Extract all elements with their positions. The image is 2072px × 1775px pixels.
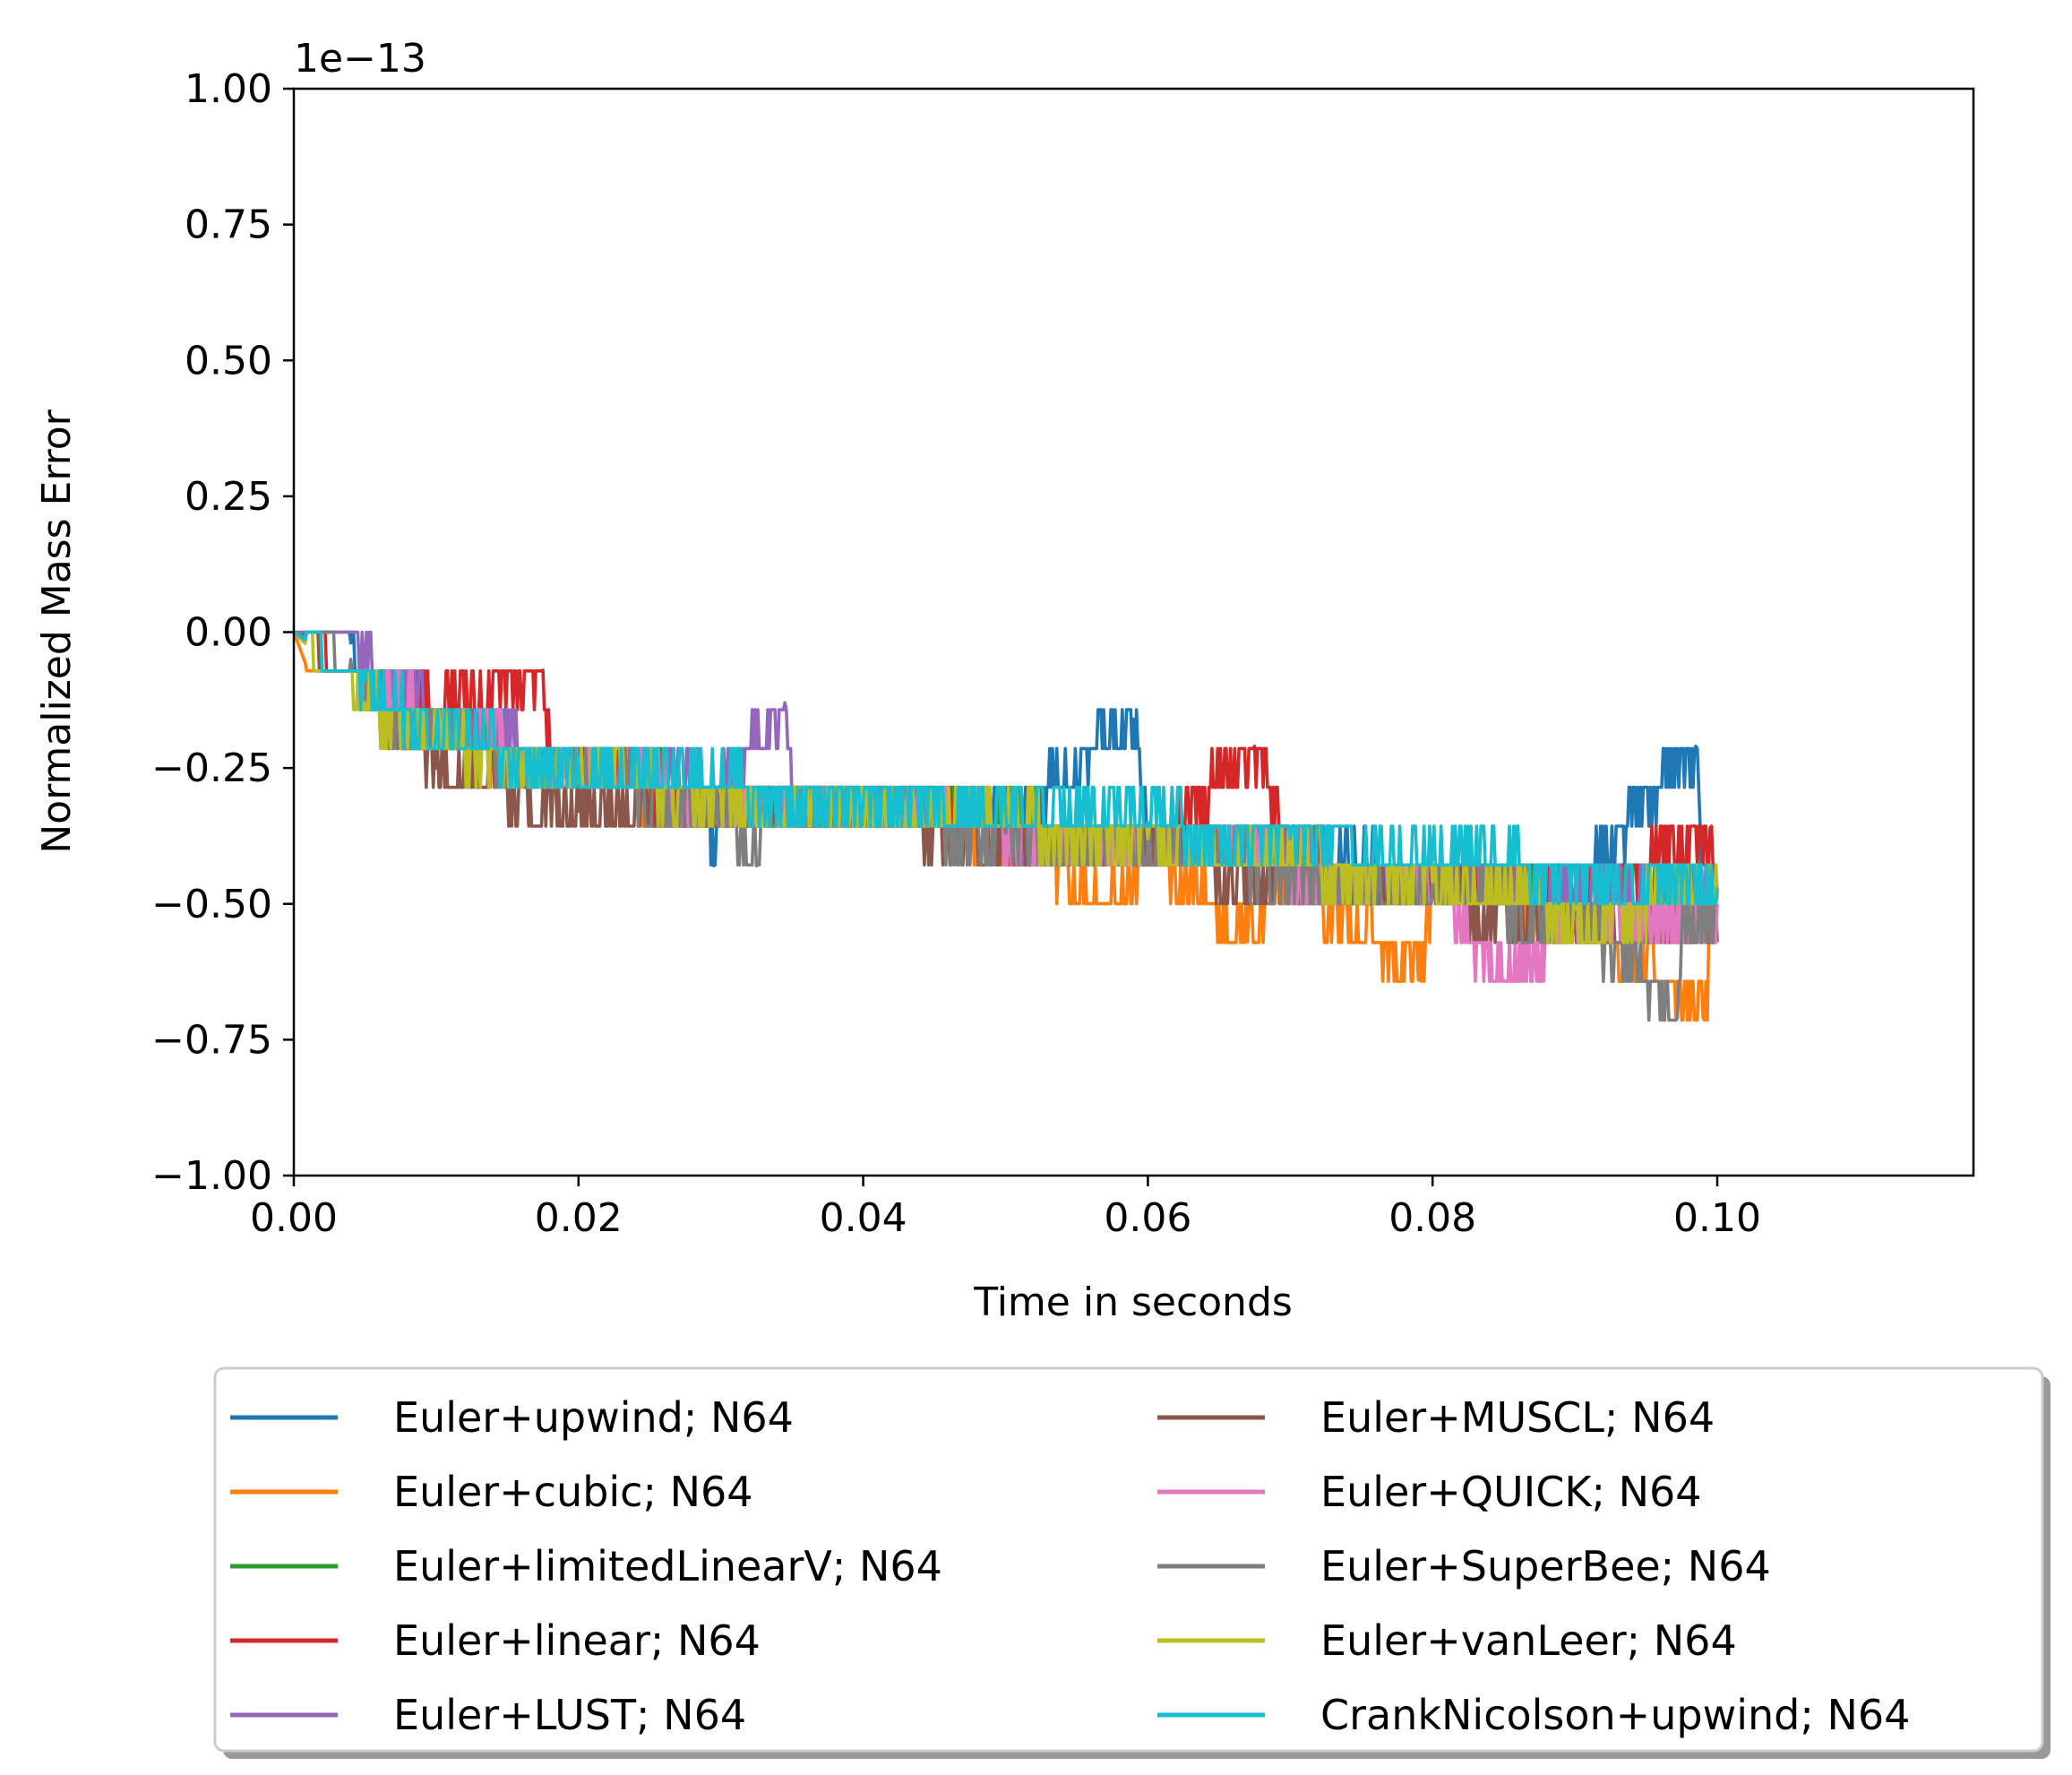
legend-frame (213, 1366, 2044, 1753)
y-tick-label-2: 0.50 (185, 338, 272, 383)
y-tick-label-4: 0.00 (185, 610, 272, 656)
y-tick-label-5: −0.25 (151, 745, 272, 791)
legend-label-5: Euler+MUSCL; N64 (1320, 1393, 1715, 1442)
legend-label-3: Euler+linear; N64 (393, 1616, 761, 1665)
x-tick-label-2: 0.04 (820, 1195, 907, 1241)
x-tick-label-1: 0.02 (535, 1195, 623, 1241)
legend-items: Euler+upwind; N64 Euler+cubic; N64 Euler+l… (230, 1393, 1910, 1739)
y-tick-label-7: −0.75 (151, 1017, 272, 1063)
y-axis-ticks: 1.00 0.75 0.50 0.25 0.00 −0.25 −0.50 −0.75 −1.00 (151, 66, 294, 1199)
y-tick-label-3: 0.25 (185, 474, 272, 520)
series-line-9 (292, 630, 1719, 906)
legend: Euler+upwind; N64 Euler+cubic; N64 Euler+l… (213, 1366, 2051, 1759)
legend-label-2: Euler+limitedLinearV; N64 (393, 1542, 942, 1590)
legend-label-6: Euler+QUICK; N64 (1320, 1468, 1702, 1516)
legend-label-0: Euler+upwind; N64 (393, 1393, 794, 1442)
y-tick-label-0: 1.00 (185, 66, 272, 112)
x-tick-label-5: 0.10 (1673, 1195, 1761, 1241)
y-tick-label-6: −0.50 (151, 882, 272, 927)
x-tick-label-4: 0.08 (1388, 1195, 1476, 1241)
series-layer (292, 630, 1719, 1022)
y-tick-label-1: 0.75 (185, 202, 272, 248)
y-tick-label-8: −1.00 (151, 1153, 272, 1199)
x-tick-label-0: 0.00 (250, 1195, 338, 1241)
legend-label-8: Euler+vanLeer; N64 (1320, 1616, 1737, 1665)
x-axis-ticks: 0.00 0.02 0.04 0.06 0.08 0.10 (250, 1176, 1761, 1241)
y-offset-label: 1e−13 (294, 36, 426, 82)
legend-label-1: Euler+cubic; N64 (393, 1468, 753, 1516)
x-axis-label: Time in seconds (973, 1280, 1293, 1325)
x-tick-label-3: 0.06 (1104, 1195, 1191, 1241)
legend-label-9: CrankNicolson+upwind; N64 (1320, 1691, 1910, 1739)
y-axis-label: Normalized Mass Error (34, 409, 80, 853)
legend-label-4: Euler+LUST; N64 (393, 1691, 746, 1739)
legend-label-7: Euler+SuperBee; N64 (1320, 1542, 1771, 1590)
